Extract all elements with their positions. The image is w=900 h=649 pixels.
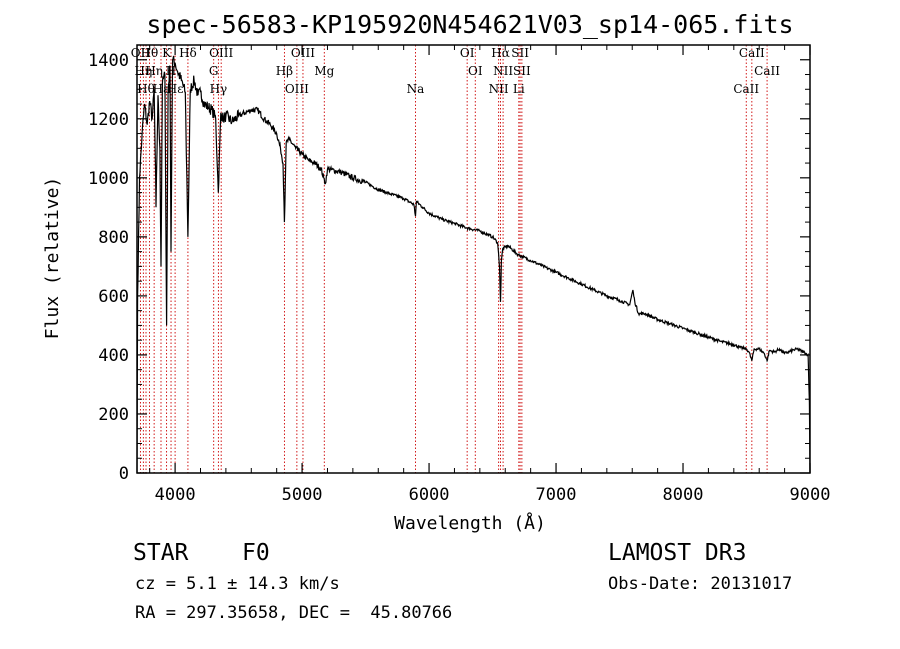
- y-tick-label: 1400: [88, 51, 129, 71]
- line-marker-label: Hγ: [210, 82, 228, 96]
- y-axis-label: Flux (relative): [42, 177, 63, 340]
- spectrum-chart: spec-56583-KP195920N454621V03_sp14-065.f…: [42, 10, 831, 534]
- object-class: STAR: [133, 540, 189, 566]
- sky-coordinates: RA = 297.35658, DEC = 45.80766: [135, 603, 453, 623]
- line-marker-label: OIII: [209, 46, 233, 60]
- line-marker-label: Hη: [145, 64, 163, 78]
- line-marker-label: NII: [493, 64, 513, 78]
- line-marker-label: Li: [513, 82, 525, 96]
- spectrum-line: [136, 55, 811, 474]
- y-axis-ticks: 0 200 400 600 800 1000 1200 1400: [88, 44, 810, 484]
- y-tick-label: 1000: [88, 169, 129, 189]
- redshift-cz: cz = 5.1 ± 14.3 km/s: [135, 574, 340, 594]
- line-marker-label: SII: [513, 64, 531, 78]
- x-axis-label: Wavelength (Å): [394, 512, 546, 534]
- y-tick-label: 600: [98, 287, 129, 307]
- spectral-line-labels: OIIHηHθHθHηHεKHHεHδGHγOIIIHβOIIIOIIIMgNa…: [131, 46, 780, 96]
- line-marker-label: OIII: [285, 82, 309, 96]
- line-marker-label: OII: [131, 46, 151, 60]
- line-marker-label: SII: [511, 46, 529, 60]
- line-marker-label: CaII: [733, 82, 759, 96]
- object-subclass: F0: [242, 540, 270, 566]
- x-tick-label: 5000: [282, 485, 323, 505]
- line-marker-label: H: [166, 64, 176, 78]
- chart-title: spec-56583-KP195920N454621V03_sp14-065.f…: [146, 10, 793, 39]
- line-marker-label: OI: [468, 64, 483, 78]
- line-marker-label: NII: [489, 82, 509, 96]
- line-marker-label: Hε: [167, 82, 184, 96]
- line-marker-label: Na: [407, 82, 425, 96]
- line-marker-label: K: [162, 46, 172, 60]
- line-marker-label: Hδ: [179, 46, 197, 60]
- x-tick-label: 9000: [790, 485, 831, 505]
- line-marker-label: CaII: [754, 64, 780, 78]
- line-marker-label: Mg: [314, 64, 334, 78]
- y-tick-label: 200: [98, 405, 129, 425]
- line-marker-label: CaII: [739, 46, 765, 60]
- y-tick-label: 400: [98, 346, 129, 366]
- line-marker-label: Hα: [491, 46, 510, 60]
- plot-frame: [136, 44, 811, 474]
- spectral-line-markers: [139, 45, 768, 473]
- y-tick-label: 1200: [88, 110, 129, 130]
- line-marker-label: Hθ: [141, 46, 159, 60]
- line-marker-label: Hβ: [276, 64, 293, 78]
- line-marker-label: G: [209, 64, 219, 78]
- x-tick-label: 7000: [536, 485, 577, 505]
- line-marker-label: OIII: [291, 46, 315, 60]
- y-tick-label: 800: [98, 228, 129, 248]
- survey-name: LAMOST DR3: [608, 540, 747, 566]
- x-axis-ticks: 4000 5000 6000 7000 8000 9000: [149, 45, 831, 505]
- line-marker-label: OI: [460, 46, 475, 60]
- x-tick-label: 8000: [663, 485, 704, 505]
- observation-date: Obs-Date: 20131017: [608, 574, 793, 594]
- x-tick-label: 6000: [409, 485, 450, 505]
- y-tick-label: 0: [119, 464, 129, 484]
- line-marker-label: Hθ: [137, 82, 155, 96]
- x-tick-label: 4000: [155, 485, 196, 505]
